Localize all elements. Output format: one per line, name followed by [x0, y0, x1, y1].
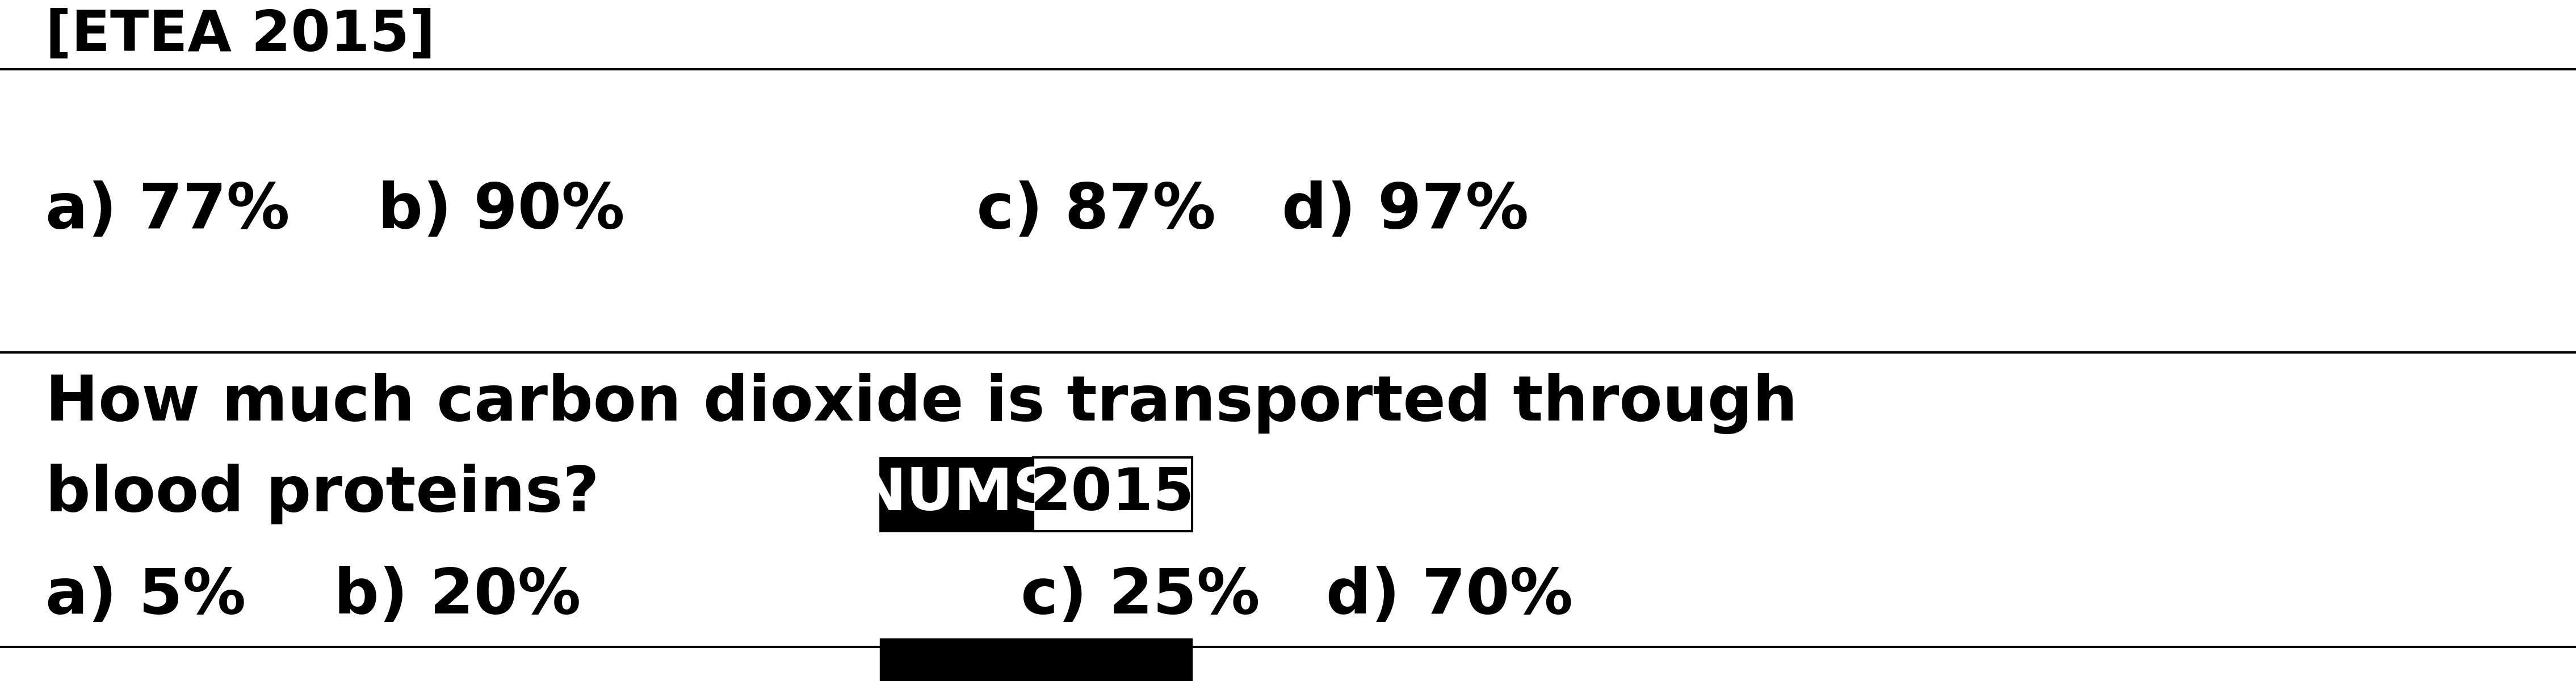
- Text: blood proteins?: blood proteins?: [46, 464, 600, 524]
- Text: NUMS: NUMS: [858, 465, 1056, 523]
- Text: [ETEA 2015]: [ETEA 2015]: [46, 7, 435, 63]
- Text: How much carbon dioxide is transported through: How much carbon dioxide is transported t…: [46, 373, 1798, 434]
- Text: a) 77%    b) 90%                c) 87%   d) 97%: a) 77% b) 90% c) 87% d) 97%: [46, 180, 1528, 241]
- FancyBboxPatch shape: [1033, 457, 1193, 531]
- FancyBboxPatch shape: [881, 639, 1193, 681]
- FancyBboxPatch shape: [881, 457, 1033, 531]
- Text: 2015: 2015: [1030, 465, 1195, 523]
- Text: a) 5%    b) 20%                    c) 25%   d) 70%: a) 5% b) 20% c) 25% d) 70%: [46, 566, 1574, 627]
